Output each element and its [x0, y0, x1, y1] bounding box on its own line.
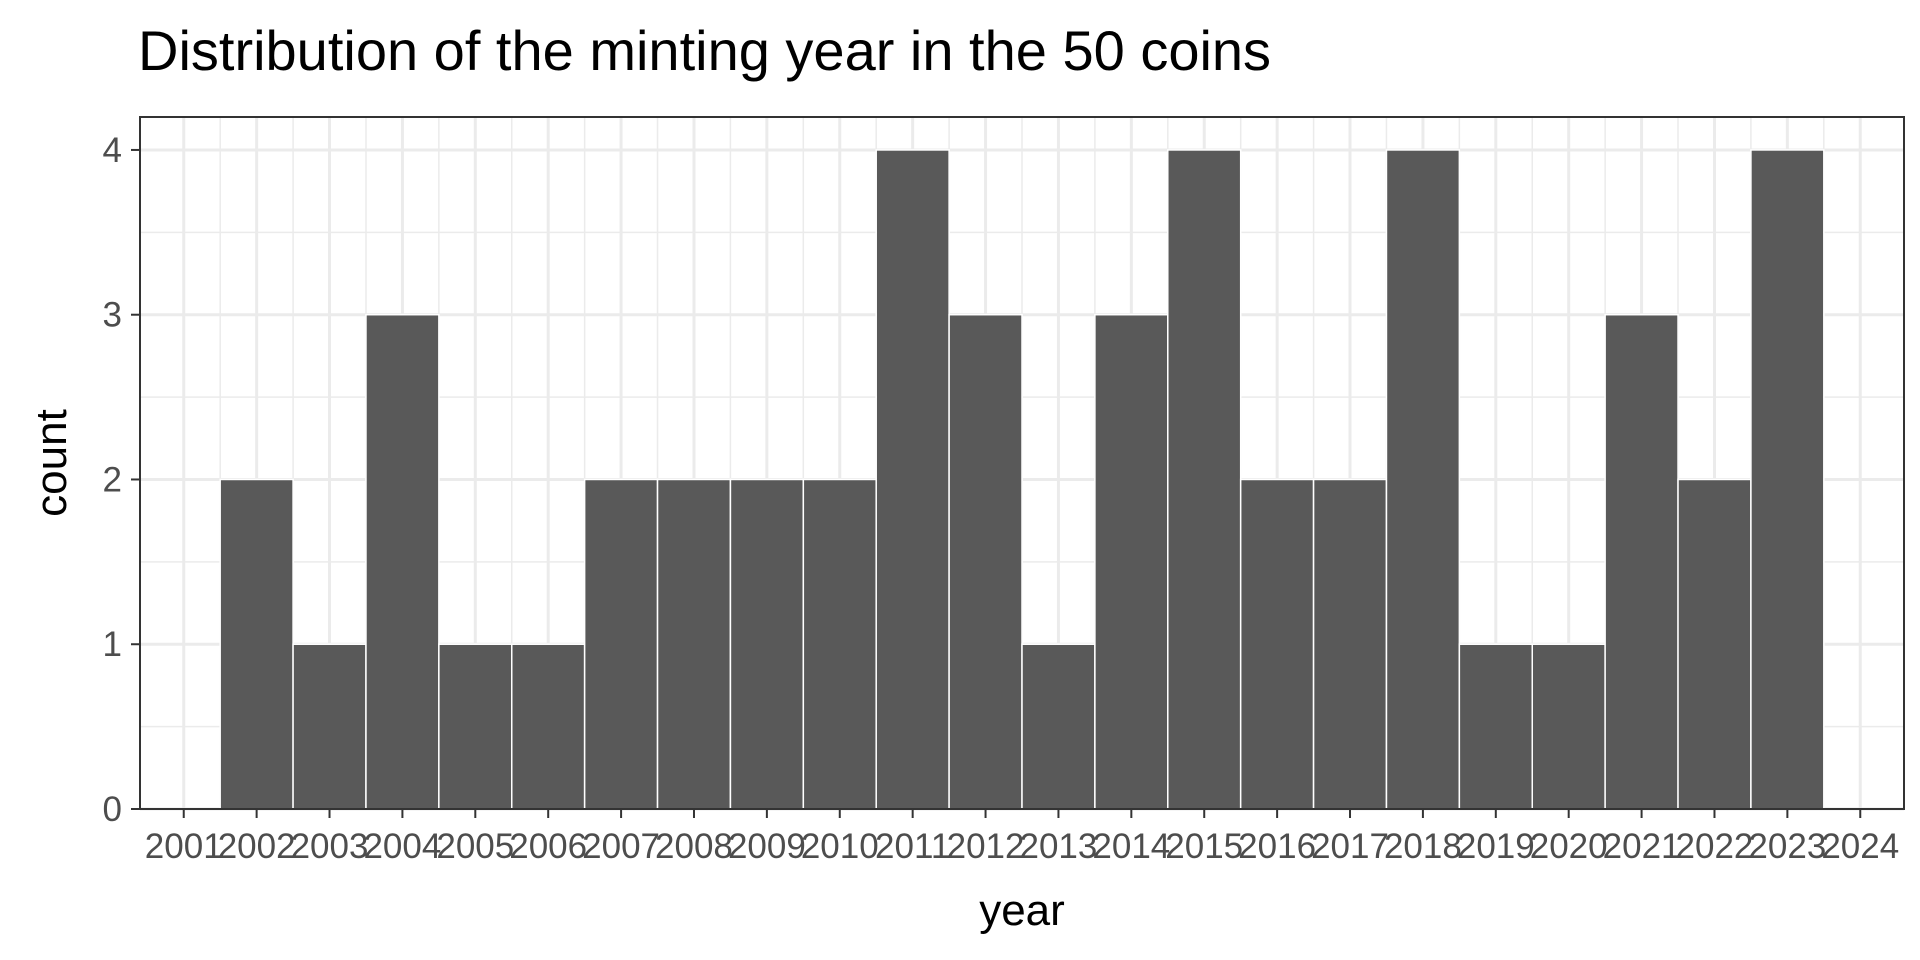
y-axis-title: count [27, 409, 76, 517]
x-tick-label: 2002 [218, 827, 296, 866]
bar-2011 [875, 149, 950, 810]
x-tick-label: 2011 [875, 827, 950, 866]
bar-2010 [802, 478, 877, 810]
x-tick-label: 2004 [363, 827, 441, 866]
y-tick-label: 1 [103, 625, 122, 664]
x-axis-title: year [979, 886, 1065, 935]
bar-2002 [219, 478, 294, 810]
bar-2021 [1604, 313, 1679, 810]
y-tick-label: 4 [103, 131, 122, 170]
bar-2007 [583, 478, 659, 810]
y-tick-label: 2 [103, 460, 122, 499]
panel-border [139, 116, 1905, 810]
histogram-bars [219, 149, 1825, 810]
bar-2023 [1750, 149, 1825, 810]
y-tick-label: 3 [103, 296, 122, 335]
bar-2019 [1458, 643, 1533, 810]
x-axis-ticks: 2001200220032004200520062007200820092010… [145, 809, 1899, 866]
bar-2009 [729, 478, 805, 810]
x-tick-label: 2007 [582, 827, 660, 866]
bar-2020 [1531, 643, 1606, 810]
x-tick-label: 2016 [1238, 827, 1316, 866]
x-tick-label: 2020 [1530, 827, 1608, 866]
y-tick-label: 0 [103, 790, 122, 829]
x-tick-label: 2024 [1821, 827, 1899, 866]
x-tick-label: 2014 [1092, 827, 1170, 866]
x-tick-label: 2012 [947, 827, 1025, 866]
x-tick-label: 2023 [1748, 827, 1826, 866]
x-tick-label: 2008 [655, 827, 733, 866]
x-tick-label: 2015 [1165, 827, 1243, 866]
x-tick-label: 2021 [1603, 827, 1681, 866]
chart-title: Distribution of the minting year in the … [138, 19, 1272, 82]
x-tick-label: 2019 [1457, 827, 1535, 866]
y-axis-ticks: 0 1 2 3 4 [103, 131, 140, 829]
bar-2018 [1385, 149, 1461, 810]
x-tick-label: 2001 [145, 827, 223, 866]
x-tick-label: 2013 [1020, 827, 1098, 866]
x-tick-label: 2022 [1676, 827, 1754, 866]
bar-2016 [1239, 478, 1315, 810]
bar-2015 [1167, 149, 1242, 810]
x-tick-label: 2009 [728, 827, 806, 866]
x-tick-label: 2005 [436, 827, 514, 866]
bar-2013 [1021, 643, 1096, 810]
x-tick-label: 2006 [509, 827, 587, 866]
bar-2006 [511, 643, 586, 810]
x-tick-label: 2010 [801, 827, 879, 866]
x-tick-label: 2003 [291, 827, 369, 866]
bar-2003 [292, 643, 367, 810]
bar-2012 [948, 313, 1023, 810]
bar-2014 [1094, 313, 1169, 810]
x-tick-label: 2018 [1384, 827, 1462, 866]
bar-2022 [1677, 478, 1752, 810]
bar-2004 [365, 313, 440, 810]
x-tick-label: 2017 [1311, 827, 1389, 866]
bar-2005 [438, 643, 513, 810]
bar-2008 [656, 478, 732, 810]
bar-2017 [1312, 478, 1388, 810]
